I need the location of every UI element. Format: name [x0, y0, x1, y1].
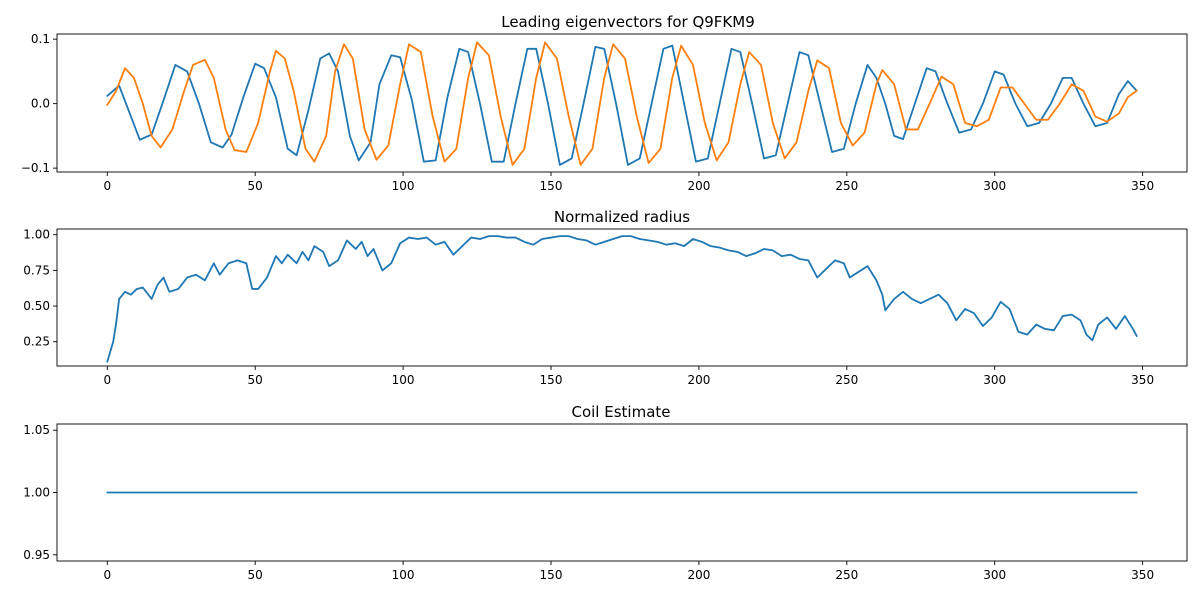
- coil-estimate-title: Coil Estimate: [571, 403, 670, 421]
- coil-estimate-y-tick-label: 1.05: [23, 423, 50, 437]
- coil-estimate-panel: Coil Estimate 0 50 100 150 200 250 300 350 0.95 1…: [23, 403, 1188, 582]
- coil-estimate-y-tick-label: 0.95: [23, 548, 50, 562]
- eigenvectors-x-tick-label: 300: [983, 179, 1006, 193]
- normalized-radius-y-tick-label: 0.75: [23, 263, 50, 277]
- normalized-radius-y-tick-label: 0.50: [23, 299, 50, 313]
- normalized-radius-x-tick-label: 200: [687, 373, 710, 387]
- eigenvectors-series-line-2: [106, 41, 1138, 166]
- normalized-radius-y-tick-label: 1.00: [23, 228, 50, 242]
- coil-estimate-x-tick-label: 100: [392, 568, 415, 582]
- eigenvectors-x-tick-label: 150: [540, 179, 563, 193]
- eigenvectors-y-tick-label: 0.0: [31, 97, 50, 111]
- normalized-radius-x-tick-label: 300: [983, 373, 1006, 387]
- coil-estimate-x-tick-label: 200: [687, 568, 710, 582]
- eigenvectors-x-tick-label: 200: [687, 179, 710, 193]
- normalized-radius-x-tick-label: 50: [248, 373, 263, 387]
- normalized-radius-x-tick-label: 250: [835, 373, 858, 387]
- eigenvectors-y-tick-label: −0.1: [21, 161, 50, 175]
- normalized-radius-y-tick-label: 0.25: [23, 335, 50, 349]
- eigenvectors-series-line-1: [106, 44, 1138, 166]
- eigenvectors-x-tick-label: 50: [248, 179, 263, 193]
- eigenvectors-axes-frame: [56, 33, 1188, 173]
- coil-estimate-y-tick-label: 1.00: [23, 486, 50, 500]
- coil-estimate-x-tick-label: 350: [1131, 568, 1154, 582]
- eigenvectors-x-tick-label: 100: [392, 179, 415, 193]
- normalized-radius-x-tick-label: 0: [103, 373, 111, 387]
- normalized-radius-panel: Normalized radius 0 50 100 150 200 250 300 3500…: [23, 208, 1188, 387]
- normalized-radius-axes-frame: [56, 228, 1188, 367]
- normalized-radius-title: Normalized radius: [554, 208, 690, 226]
- normalized-radius-x-tick-label: 100: [392, 373, 415, 387]
- coil-estimate-x-tick-label: 50: [248, 568, 263, 582]
- eigenvectors-y-tick-label: 0.1: [31, 32, 50, 46]
- normalized-radius-plot-area: 0 50 100 150 200 250 300 350 0.25 0.50 0.75 1.00: [23, 228, 1188, 387]
- eigenvectors-panel: Leading eigenvectors for Q9FKM9 0 50 100 15…: [21, 13, 1188, 193]
- coil-estimate-x-tick-label: 0: [103, 568, 111, 582]
- eigenvectors-plot-area: 0 50 100 150 200 250 300 350 −0.1 0.0 0.1: [21, 32, 1188, 193]
- normalized-radius-x-tick-label: 150: [540, 373, 563, 387]
- normalized-radius-x-tick-label: 350: [1131, 373, 1154, 387]
- coil-estimate-x-tick-label: 150: [540, 568, 563, 582]
- coil-estimate-plot-area: 0 50 100 150 200 250 300 350 0.95 1.00 1.05: [23, 423, 1188, 582]
- coil-estimate-x-tick-label: 300: [983, 568, 1006, 582]
- eigenvectors-x-tick-label: 0: [103, 179, 111, 193]
- eigenvectors-x-tick-label: 350: [1131, 179, 1154, 193]
- eigenvectors-x-tick-label: 250: [835, 179, 858, 193]
- eigenvectors-title: Leading eigenvectors for Q9FKM9: [501, 13, 755, 31]
- normalized-radius-series-line-1: [106, 235, 1138, 363]
- coil-estimate-x-tick-label: 250: [835, 568, 858, 582]
